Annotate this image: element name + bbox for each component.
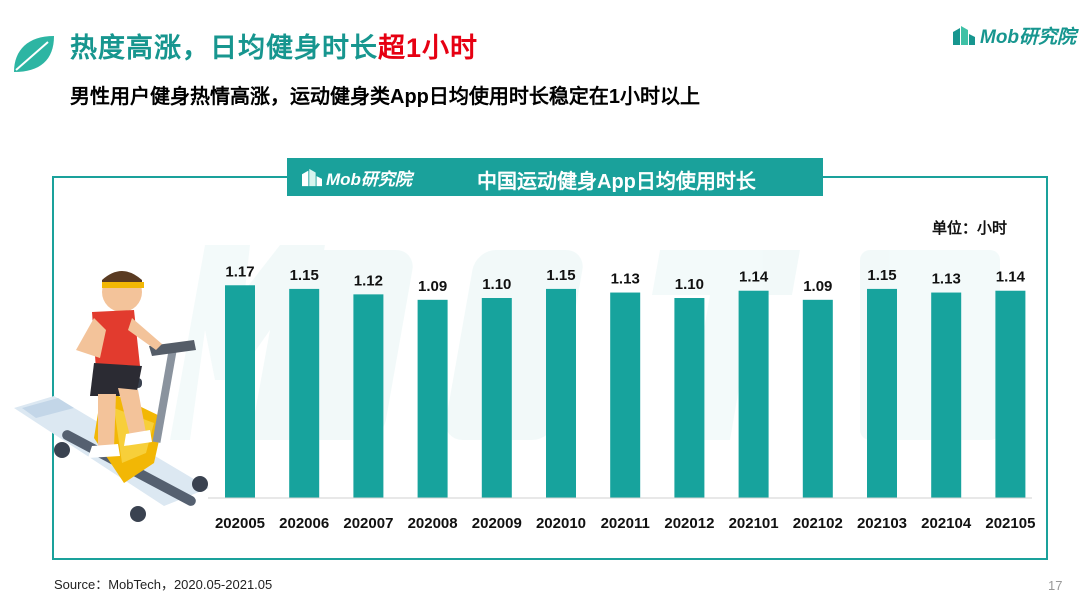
x-tick-202104: 202104 xyxy=(921,515,972,532)
value-label-202008: 1.09 xyxy=(418,278,447,295)
bar-202005 xyxy=(225,285,255,498)
bar-202012 xyxy=(674,298,705,498)
x-tick-202102: 202102 xyxy=(793,515,843,532)
x-tick-202011: 202011 xyxy=(601,515,650,532)
chart-title: 中国运动健身App日均使用时长 xyxy=(477,171,756,193)
page-subtitle: 男性用户健身热情高涨，运动健身类App日均使用时长稳定在1小时以上 xyxy=(70,86,700,108)
mob-logo-icon xyxy=(953,26,975,45)
x-tick-202007: 202007 xyxy=(343,515,393,532)
panel-logo-icon xyxy=(302,168,322,187)
cyclist-illustration xyxy=(14,271,209,522)
source-note: Source：MobTech，2020.05-2021.05 xyxy=(54,577,273,592)
page-number: 17 xyxy=(1048,578,1063,593)
x-tick-202008: 202008 xyxy=(408,515,458,532)
chart-panel-header: Mob研究院 中国运动健身App日均使用时长 xyxy=(287,158,823,196)
mob-logo: Mob研究院 xyxy=(952,22,1076,48)
bar-202101 xyxy=(738,290,769,498)
bar-202008 xyxy=(417,299,448,498)
panel-logo-text: Mob研究院 xyxy=(326,169,412,189)
value-label-202009: 1.10 xyxy=(482,276,511,293)
unit-label: 单位：小时 xyxy=(932,220,1008,237)
value-label-202105: 1.14 xyxy=(996,269,1026,286)
page-title-highlight: 超1小时 xyxy=(378,33,479,63)
x-tick-202006: 202006 xyxy=(279,515,329,532)
x-tick-202101: 202101 xyxy=(729,515,779,532)
x-tick-202012: 202012 xyxy=(664,515,714,532)
value-label-202011: 1.13 xyxy=(611,271,640,288)
bar-202006 xyxy=(289,288,320,498)
bar-202007 xyxy=(353,294,384,498)
value-label-202006: 1.15 xyxy=(290,267,319,284)
value-label-202010: 1.15 xyxy=(546,267,575,284)
bar-202010 xyxy=(546,288,576,498)
value-label-202101: 1.14 xyxy=(739,269,769,286)
bar-202105 xyxy=(995,290,1026,498)
bar-202102 xyxy=(802,299,833,498)
x-tick-202010: 202010 xyxy=(536,515,586,532)
x-tick-202103: 202103 xyxy=(857,515,907,532)
value-label-202102: 1.09 xyxy=(803,278,832,295)
panel-logo: Mob研究院 xyxy=(301,165,412,190)
bar-202103 xyxy=(867,288,897,498)
x-tick-202005: 202005 xyxy=(215,515,265,532)
mob-logo-text: Mob研究院 xyxy=(980,26,1077,48)
bar-202104 xyxy=(931,292,962,498)
x-tick-202009: 202009 xyxy=(472,515,522,532)
x-tick-202105: 202105 xyxy=(985,515,1035,532)
bar-202011 xyxy=(610,292,641,498)
value-label-202007: 1.12 xyxy=(354,272,383,289)
value-label-202104: 1.13 xyxy=(932,271,961,288)
value-label-202012: 1.10 xyxy=(675,276,704,293)
page-title-main: 热度高涨，日均健身时长 xyxy=(70,33,378,63)
value-label-202103: 1.15 xyxy=(867,267,896,284)
page-title: 热度高涨，日均健身时长超1小时 xyxy=(70,26,478,65)
value-label-202005: 1.17 xyxy=(225,263,254,280)
bar-202009 xyxy=(481,298,512,498)
leaf-icon xyxy=(14,36,54,72)
